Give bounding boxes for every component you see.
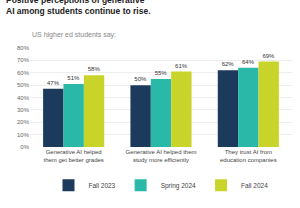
svg-text:64%: 64% <box>242 59 255 65</box>
svg-text:0%: 0% <box>20 144 29 150</box>
svg-text:50%: 50% <box>17 82 30 88</box>
svg-text:Spring 2024: Spring 2024 <box>161 182 196 190</box>
svg-text:80%: 80% <box>17 45 30 51</box>
svg-text:47%: 47% <box>47 80 60 86</box>
svg-text:20%: 20% <box>17 119 30 125</box>
svg-text:Fall 2024: Fall 2024 <box>241 182 268 189</box>
svg-text:Generative AI helpedthem get b: Generative AI helpedthem get better grad… <box>43 149 103 163</box>
svg-text:Generative AI helped themstudy: Generative AI helped themstudy more effi… <box>125 149 196 163</box>
svg-text:Positive perceptions of genera: Positive perceptions of generativeAI amo… <box>6 0 151 16</box>
svg-text:69%: 69% <box>262 53 275 59</box>
svg-text:40%: 40% <box>17 95 30 101</box>
svg-text:62%: 62% <box>222 61 235 67</box>
svg-text:51%: 51% <box>67 75 80 81</box>
svg-text:61%: 61% <box>175 63 188 69</box>
svg-text:US higher ed students say:: US higher ed students say: <box>32 31 116 39</box>
svg-text:Fall 2023: Fall 2023 <box>89 182 116 189</box>
svg-text:70%: 70% <box>17 57 30 63</box>
svg-text:10%: 10% <box>17 132 30 138</box>
svg-text:30%: 30% <box>17 107 30 113</box>
svg-text:55%: 55% <box>155 70 168 76</box>
svg-text:They trust AI fromeducation co: They trust AI fromeducation companies <box>220 149 277 163</box>
svg-text:60%: 60% <box>17 70 30 76</box>
svg-text:58%: 58% <box>88 66 101 72</box>
svg-text:50%: 50% <box>134 76 147 82</box>
